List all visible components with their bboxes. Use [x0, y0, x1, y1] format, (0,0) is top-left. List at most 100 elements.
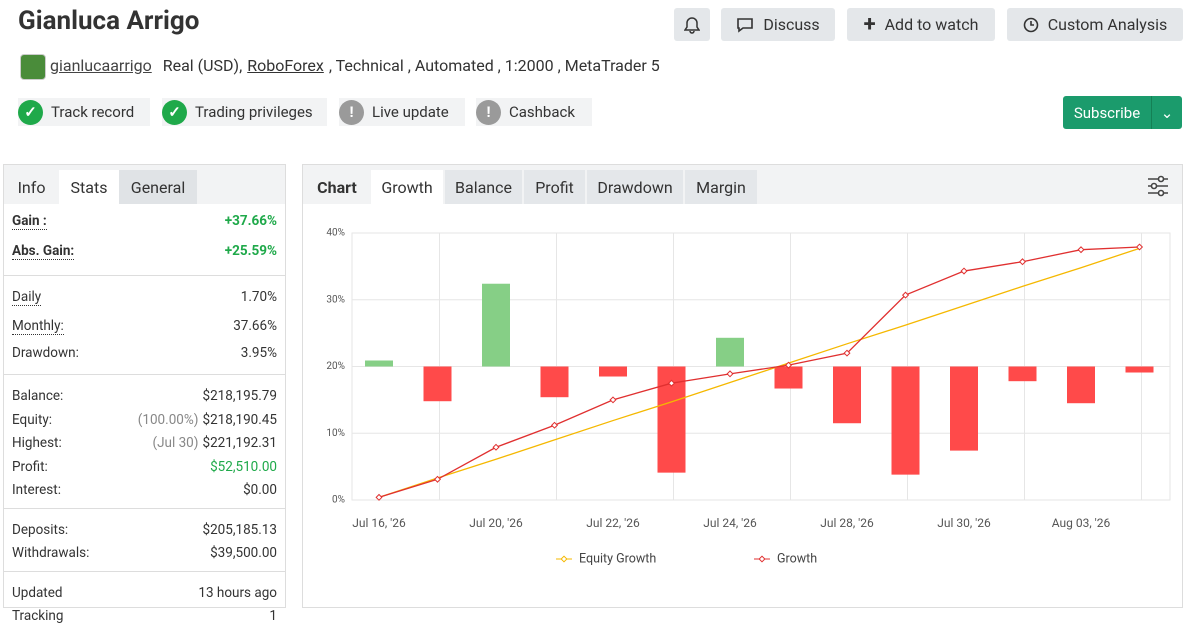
chart-tab[interactable]: Chart	[303, 170, 371, 204]
account-details: , Technical , Automated , 1:2000 , MetaT…	[328, 56, 660, 75]
badge: ! Live update	[339, 98, 465, 126]
stat-row: Withdrawals: $39,500.00	[12, 545, 277, 561]
stat-label: Tracking	[12, 608, 64, 624]
notify-button[interactable]	[674, 8, 710, 41]
watch-button[interactable]: + Add to watch	[847, 8, 995, 41]
stat-label: Withdrawals:	[12, 545, 90, 561]
stat-row: Daily 1.70%	[12, 289, 277, 306]
stat-value: 1.70%	[240, 289, 277, 305]
stats-panel: Info Stats General Gain : +37.66% Abs. Gain: +…	[3, 164, 286, 624]
stat-value: $39,500.00	[210, 545, 277, 561]
stat-note: (Jul 30)	[152, 435, 199, 451]
separator	[4, 507, 285, 509]
stat-label: Daily	[12, 289, 42, 306]
chart-tab[interactable]: Growth	[371, 170, 443, 204]
chart-tab[interactable]: Profit	[524, 170, 585, 204]
avatar	[20, 54, 46, 80]
analysis-button[interactable]: Custom Analysis	[1007, 8, 1183, 41]
stats-tab[interactable]: Stats	[59, 170, 119, 204]
discuss-button[interactable]: Discuss	[721, 8, 835, 41]
stat-label: Abs. Gain:	[12, 243, 75, 260]
badge-label: Cashback	[509, 103, 575, 121]
stat-value: 13 hours ago	[198, 584, 277, 601]
stat-row: Profit: $52,510.00	[12, 459, 277, 475]
clock-icon	[1023, 17, 1039, 32]
stat-value-wrap: (Jul 30) $221,192.31	[152, 435, 277, 451]
title: Gianluca Arrigo	[18, 6, 200, 36]
chart-panel: Chart Growth Balance Profit Drawdown Margin	[302, 164, 1183, 608]
stat-value-wrap: $218,195.79	[202, 388, 277, 404]
stat-note: (100.00%)	[137, 411, 199, 428]
subscribe-button[interactable]: Subscribe ⌄	[1063, 96, 1182, 129]
stat-value-wrap: $39,500.00	[210, 545, 277, 561]
status-icon: ✓	[162, 99, 187, 125]
stat-row: Interest: $0.00	[12, 482, 277, 498]
stat-label: Updated	[12, 584, 63, 601]
badge-label: Live update	[372, 103, 449, 121]
stat-label: Monthly:	[12, 318, 64, 335]
stat-value-wrap: 1	[269, 608, 277, 624]
stat-row: Abs. Gain: +25.59%	[12, 243, 277, 260]
separator	[4, 374, 285, 375]
stat-value: $221,192.31	[202, 435, 277, 451]
stat-row: Monthly: 37.66%	[12, 318, 277, 335]
stat-label: Highest:	[12, 435, 62, 451]
stat-value-wrap: $205,185.13	[202, 522, 277, 538]
status-icon: ✓	[18, 99, 43, 125]
stat-value: +37.66%	[224, 213, 277, 229]
stat-row: Equity: (100.00%) $218,190.45	[12, 412, 277, 428]
stat-row: Gain : +37.66%	[12, 213, 277, 230]
stat-label: Balance:	[12, 388, 64, 404]
stat-value: 37.66%	[233, 318, 277, 334]
stat-label: Drawdown:	[12, 345, 79, 361]
stat-value: 1	[269, 608, 277, 624]
stat-label: Deposits:	[12, 521, 69, 538]
stat-value-wrap: (100.00%) $218,190.45	[138, 412, 277, 428]
badge: ✓ Track record	[18, 98, 150, 126]
stat-value: 3.95%	[240, 345, 277, 361]
stat-row: Updated 13 hours ago	[12, 585, 277, 601]
stat-value-wrap: $52,510.00	[210, 459, 277, 475]
broker-link[interactable]: RoboForex	[247, 56, 324, 75]
chart-tab[interactable]: Balance	[445, 170, 522, 204]
badge-label: Trading privileges	[195, 103, 313, 121]
stats-tab[interactable]: General	[119, 170, 197, 204]
label: Add to watch	[884, 15, 979, 34]
stat-row: Drawdown: 3.95%	[12, 345, 277, 361]
bell-icon	[684, 16, 700, 34]
stat-value-wrap: 13 hours ago	[198, 585, 277, 601]
user-link[interactable]: gianlucaarrigo	[50, 56, 152, 75]
stat-row: Deposits: $205,185.13	[12, 522, 277, 538]
stat-row: Tracking 1	[12, 608, 277, 624]
stat-value: $218,190.45	[202, 411, 277, 428]
badge: ✓ Trading privileges	[162, 98, 327, 126]
stat-value-wrap: 1.70%	[241, 289, 277, 306]
account-line: gianlucaarrigo Real (USD), RoboForex , T…	[50, 56, 660, 75]
stat-value: $0.00	[243, 482, 277, 498]
stats-tab[interactable]: Info	[4, 170, 59, 204]
stat-value: +25.59%	[224, 243, 277, 259]
plus-icon: +	[863, 12, 876, 37]
badge: ! Cashback	[476, 98, 592, 126]
stat-value-wrap: $0.00	[243, 482, 277, 498]
chart-tab[interactable]: Margin	[685, 170, 757, 204]
chat-icon	[737, 17, 754, 33]
stat-label: Profit:	[12, 458, 48, 475]
dropdown[interactable]: ⌄	[1151, 96, 1182, 129]
label: Custom Analysis	[1047, 15, 1168, 34]
stat-value-wrap: +37.66%	[225, 213, 277, 230]
stat-value-wrap: 3.95%	[241, 345, 277, 361]
badge-label: Track record	[51, 103, 135, 121]
settings-icon[interactable]	[1146, 174, 1170, 198]
separator	[4, 275, 285, 276]
stat-value-wrap: +25.59%	[225, 243, 277, 260]
stat-label: Gain :	[12, 213, 47, 230]
account-type: Real (USD)	[162, 56, 240, 75]
stat-label: Equity:	[12, 411, 53, 428]
label: Discuss	[763, 15, 820, 34]
stat-row: Highest: (Jul 30) $221,192.31	[12, 435, 277, 451]
stat-label: Interest:	[12, 482, 61, 498]
status-icon: !	[476, 99, 501, 125]
chart-tab[interactable]: Drawdown	[587, 170, 683, 204]
